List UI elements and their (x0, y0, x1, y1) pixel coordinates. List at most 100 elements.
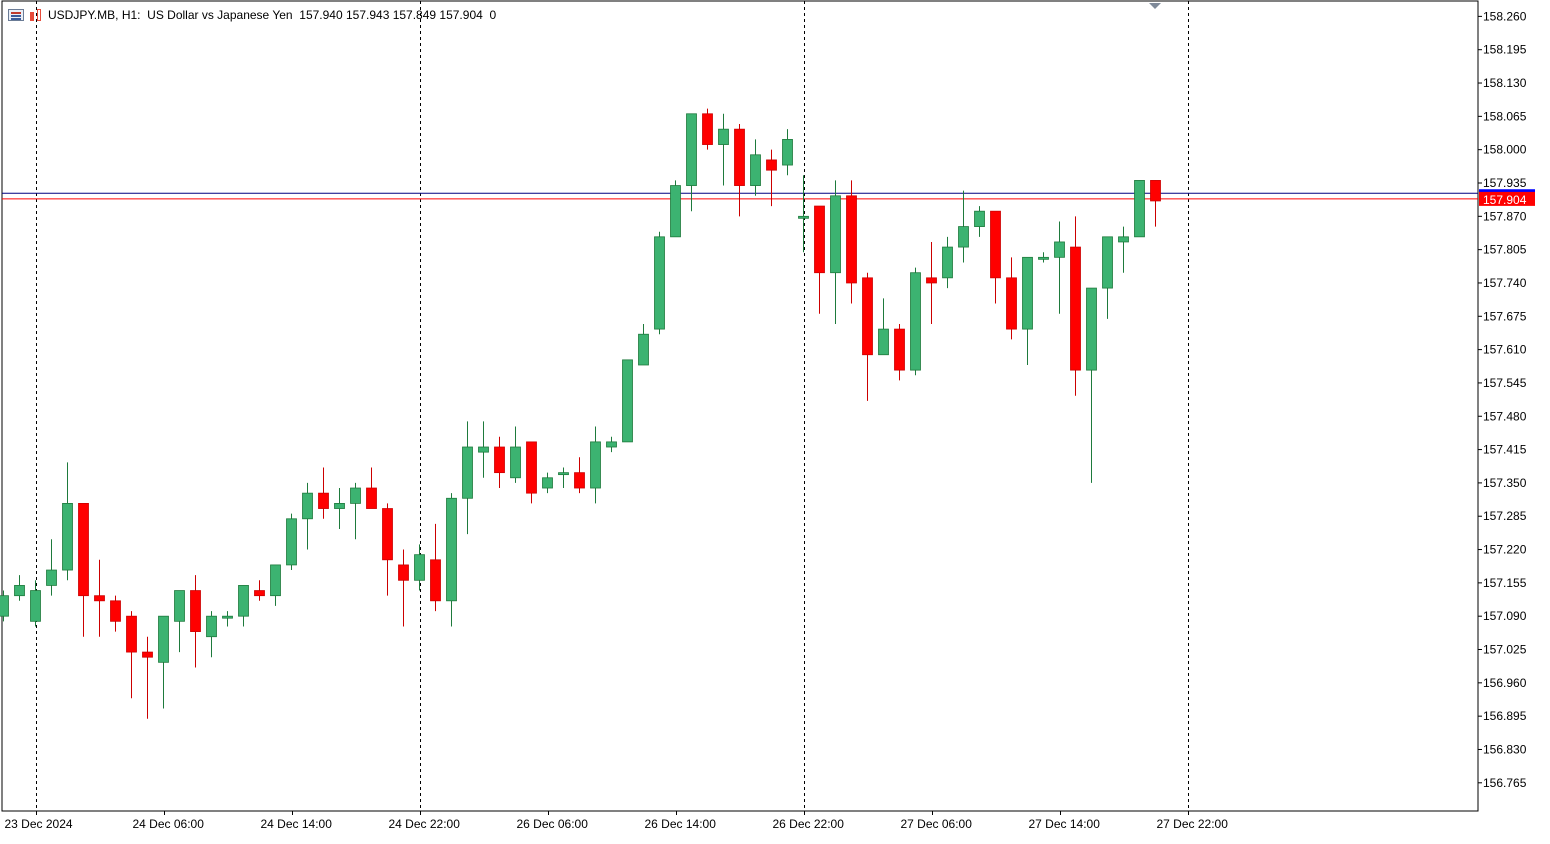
x-tick-label: 26 Dec 06:00 (517, 817, 589, 831)
scroll-marker-icon[interactable] (1149, 3, 1161, 9)
bear-candle[interactable] (494, 446, 505, 474)
bull-candle[interactable] (1054, 241, 1065, 258)
bear-candle[interactable] (846, 195, 857, 284)
bull-candle[interactable] (414, 554, 425, 581)
bull-candle[interactable] (750, 154, 761, 186)
bear-candle[interactable] (862, 277, 873, 356)
bear-candle[interactable] (382, 508, 393, 561)
bull-candle[interactable] (670, 185, 681, 238)
bear-candle[interactable] (430, 559, 441, 602)
bull-candle[interactable] (782, 139, 793, 166)
y-tick-label: 157.870 (1483, 209, 1527, 223)
bear-candle[interactable] (766, 159, 777, 171)
bull-candle[interactable] (302, 492, 313, 520)
bear-candle[interactable] (254, 590, 265, 597)
bull-candle[interactable] (590, 441, 601, 489)
bear-candle[interactable] (190, 590, 201, 632)
y-tick-label: 157.350 (1483, 476, 1527, 490)
bull-candle[interactable] (958, 226, 969, 248)
bull-candle[interactable] (14, 585, 25, 597)
bull-candle[interactable] (1086, 287, 1097, 371)
bull-candle[interactable] (798, 215, 809, 219)
bull-candle[interactable] (622, 359, 633, 443)
chart-list-icon[interactable] (8, 9, 24, 21)
y-tick-label: 157.675 (1483, 309, 1527, 323)
bid-price-tag (1479, 191, 1535, 206)
bull-candle[interactable] (830, 195, 841, 274)
bull-candle[interactable] (1022, 256, 1033, 330)
bear-candle[interactable] (126, 615, 137, 653)
bear-candle[interactable] (78, 503, 89, 597)
bull-candle[interactable] (270, 564, 281, 597)
bull-candle[interactable] (942, 246, 953, 279)
bull-candle[interactable] (654, 236, 665, 330)
bear-candle[interactable] (894, 328, 905, 371)
x-tick-label: 27 Dec 06:00 (901, 817, 973, 831)
chart-bars-icon[interactable] (28, 9, 44, 21)
bull-candle[interactable] (1038, 256, 1049, 260)
bear-candle[interactable] (926, 277, 937, 284)
bull-candle[interactable] (718, 128, 729, 145)
bear-candle[interactable] (574, 472, 585, 489)
y-tick-label: 157.025 (1483, 643, 1527, 657)
bull-candle[interactable] (206, 615, 217, 638)
bull-candle[interactable] (46, 569, 57, 586)
x-tick-label: 26 Dec 22:00 (773, 817, 845, 831)
y-tick-label: 158.195 (1483, 43, 1527, 57)
bull-candle[interactable] (910, 272, 921, 371)
bull-candle[interactable] (30, 590, 41, 622)
bear-candle[interactable] (814, 205, 825, 274)
bull-candle[interactable] (286, 518, 297, 566)
bull-candle[interactable] (974, 210, 985, 227)
bull-candle[interactable] (542, 477, 553, 489)
bull-candle[interactable] (606, 441, 617, 448)
bull-candle[interactable] (462, 446, 473, 499)
bear-candle[interactable] (1070, 246, 1081, 371)
bull-candle[interactable] (686, 113, 697, 186)
chart-header: USDJPY.MB, H1: US Dollar vs Japanese Yen… (8, 6, 496, 24)
bull-candle[interactable] (478, 446, 489, 453)
plot-area[interactable] (1, 0, 1479, 812)
bear-candle[interactable] (94, 595, 105, 602)
bear-candle[interactable] (318, 492, 329, 509)
x-tick-label: 23 Dec 2024 (5, 817, 73, 831)
volume-value: 0 (489, 8, 497, 22)
y-tick-label: 157.220 (1483, 543, 1527, 557)
y-tick-label: 157.480 (1483, 409, 1527, 423)
y-tick-label: 158.065 (1483, 109, 1527, 123)
bull-candle[interactable] (158, 615, 169, 663)
bull-candle[interactable] (62, 503, 73, 571)
bear-candle[interactable] (1150, 180, 1161, 202)
y-tick-label: 156.830 (1483, 742, 1527, 756)
y-tick-label: 157.805 (1483, 243, 1527, 257)
bear-candle[interactable] (526, 441, 537, 494)
bull-candle[interactable] (558, 472, 569, 476)
bull-candle[interactable] (350, 487, 361, 504)
bull-candle[interactable] (446, 497, 457, 602)
bull-candle[interactable] (638, 333, 649, 366)
bear-candle[interactable] (110, 600, 121, 622)
x-tick-label: 27 Dec 22:00 (1157, 817, 1229, 831)
bear-candle[interactable] (734, 128, 745, 186)
bear-candle[interactable] (990, 210, 1001, 279)
bear-candle[interactable] (142, 651, 153, 658)
bull-candle[interactable] (238, 585, 249, 617)
symbol-label: USDJPY.MB (48, 8, 116, 22)
bull-candle[interactable] (334, 503, 345, 509)
bear-candle[interactable] (1006, 277, 1017, 330)
bull-candle[interactable] (878, 328, 889, 356)
bear-candle[interactable] (366, 487, 377, 509)
bull-candle[interactable] (0, 595, 9, 617)
bull-candle[interactable] (222, 615, 233, 619)
bull-candle[interactable] (1118, 236, 1129, 243)
instrument-description: US Dollar vs Japanese Yen (147, 8, 293, 22)
bull-candle[interactable] (1102, 236, 1113, 289)
y-tick-label: 157.935 (1483, 176, 1527, 190)
bear-candle[interactable] (398, 564, 409, 581)
bull-candle[interactable] (174, 590, 185, 622)
bull-candle[interactable] (1134, 180, 1145, 238)
bull-candle[interactable] (510, 446, 521, 479)
bear-candle[interactable] (702, 113, 713, 145)
